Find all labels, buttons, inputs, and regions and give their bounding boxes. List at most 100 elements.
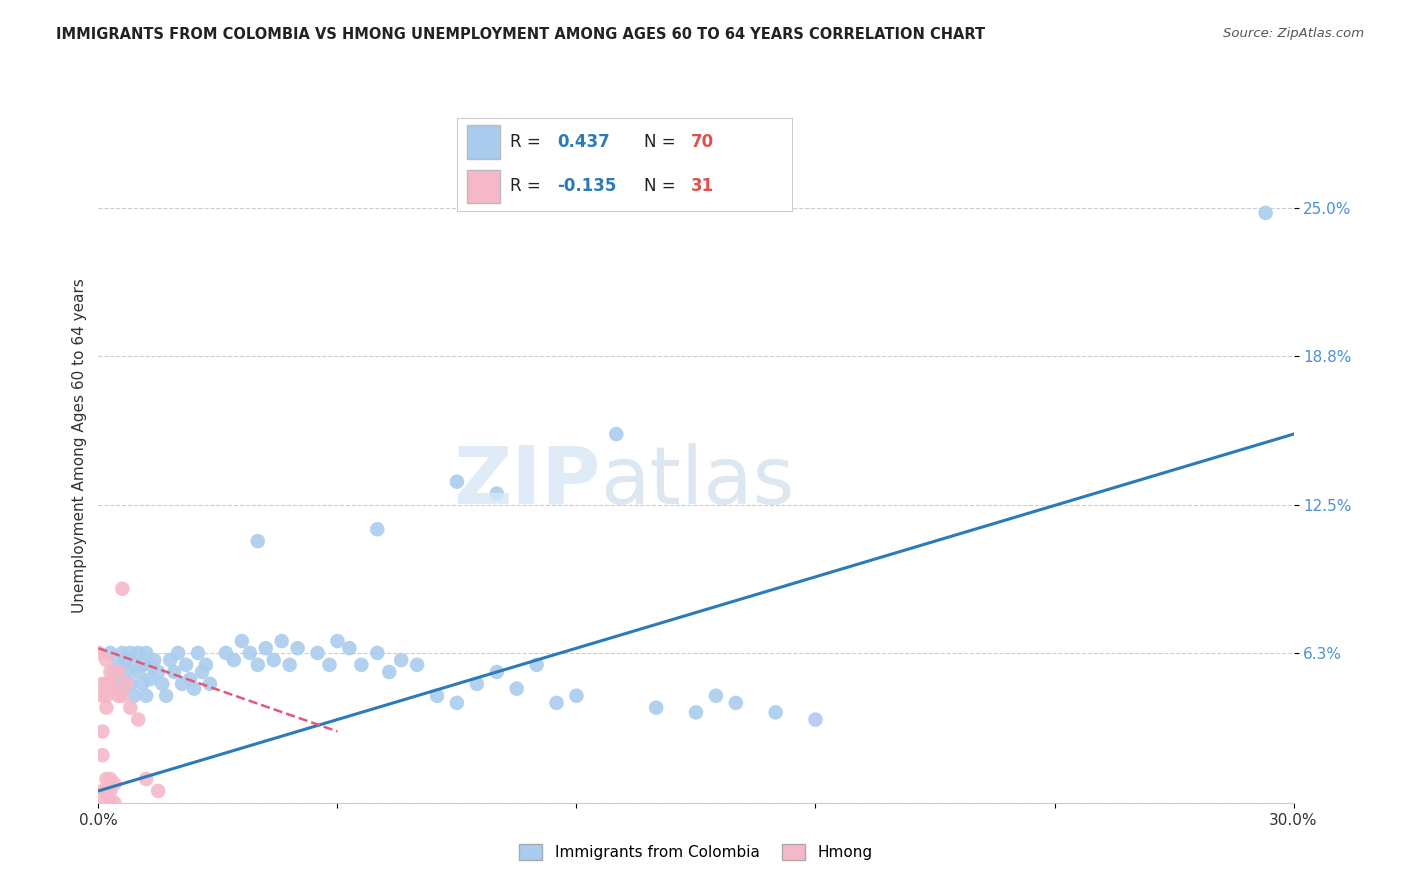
Point — [263, 653, 285, 667]
Point — [111, 689, 134, 703]
Point — [124, 689, 146, 703]
Point — [103, 665, 125, 679]
Point — [724, 696, 747, 710]
Point — [107, 677, 129, 691]
Point — [685, 706, 707, 720]
Point — [103, 796, 125, 810]
Point — [127, 665, 149, 679]
Point — [198, 677, 221, 691]
Point — [91, 677, 114, 691]
Point — [339, 641, 361, 656]
Point — [103, 777, 125, 791]
Point — [91, 784, 114, 798]
Point — [174, 657, 197, 672]
Point — [179, 672, 201, 686]
Point — [98, 665, 122, 679]
Point — [150, 677, 173, 691]
Point — [155, 689, 177, 703]
Point — [270, 634, 292, 648]
Y-axis label: Unemployment Among Ages 60 to 64 years: Unemployment Among Ages 60 to 64 years — [72, 278, 87, 614]
Point — [131, 657, 153, 672]
Point — [1254, 206, 1277, 220]
Point — [195, 657, 218, 672]
Point — [98, 796, 122, 810]
Point — [98, 646, 122, 660]
Point — [446, 475, 468, 489]
Point — [91, 724, 114, 739]
Point — [804, 713, 827, 727]
Point — [366, 646, 388, 660]
Point — [107, 657, 129, 672]
Point — [426, 689, 449, 703]
Text: atlas: atlas — [600, 442, 794, 521]
Point — [366, 522, 388, 536]
Point — [120, 677, 142, 691]
Point — [96, 689, 118, 703]
Point — [765, 706, 787, 720]
Point — [546, 696, 568, 710]
Point — [98, 772, 122, 786]
Point — [222, 653, 245, 667]
Point — [231, 634, 253, 648]
Text: ZIP: ZIP — [453, 442, 600, 521]
Point — [135, 772, 157, 786]
Point — [318, 657, 340, 672]
Point — [389, 653, 412, 667]
Point — [350, 657, 373, 672]
Point — [111, 646, 134, 660]
Point — [645, 700, 668, 714]
Point — [326, 634, 349, 648]
Point — [378, 665, 401, 679]
Point — [159, 653, 181, 667]
Text: Source: ZipAtlas.com: Source: ZipAtlas.com — [1223, 27, 1364, 40]
Point — [143, 653, 166, 667]
Point — [191, 665, 214, 679]
Point — [163, 665, 186, 679]
Point — [98, 677, 122, 691]
Point — [278, 657, 301, 672]
Point — [526, 657, 548, 672]
Point — [96, 677, 118, 691]
Point — [406, 657, 429, 672]
Point — [127, 713, 149, 727]
Point — [96, 653, 118, 667]
Point — [139, 657, 162, 672]
Point — [239, 646, 262, 660]
Point — [107, 689, 129, 703]
Point — [135, 689, 157, 703]
Text: IMMIGRANTS FROM COLOMBIA VS HMONG UNEMPLOYMENT AMONG AGES 60 TO 64 YEARS CORRELA: IMMIGRANTS FROM COLOMBIA VS HMONG UNEMPL… — [56, 27, 986, 42]
Point — [135, 646, 157, 660]
Point — [446, 696, 468, 710]
Point — [215, 646, 238, 660]
Point — [96, 700, 118, 714]
Point — [183, 681, 205, 696]
Point — [465, 677, 488, 691]
Point — [111, 582, 134, 596]
Point — [96, 784, 118, 798]
Point — [91, 689, 114, 703]
Point — [87, 646, 110, 660]
Point — [172, 677, 194, 691]
Point — [131, 677, 153, 691]
Point — [485, 665, 508, 679]
Point — [91, 748, 114, 763]
Point — [506, 681, 529, 696]
Point — [115, 677, 138, 691]
Point — [120, 646, 142, 660]
Point — [307, 646, 329, 660]
Point — [98, 784, 122, 798]
Point — [139, 672, 162, 686]
Point — [115, 665, 138, 679]
Point — [704, 689, 727, 703]
Point — [148, 665, 170, 679]
Point — [287, 641, 309, 656]
Point — [120, 700, 142, 714]
Legend: Immigrants from Colombia, Hmong: Immigrants from Colombia, Hmong — [513, 838, 879, 866]
Point — [107, 665, 129, 679]
Point — [127, 646, 149, 660]
Point — [565, 689, 588, 703]
Point — [148, 784, 170, 798]
Point — [167, 646, 190, 660]
Point — [103, 665, 125, 679]
Point — [246, 534, 269, 549]
